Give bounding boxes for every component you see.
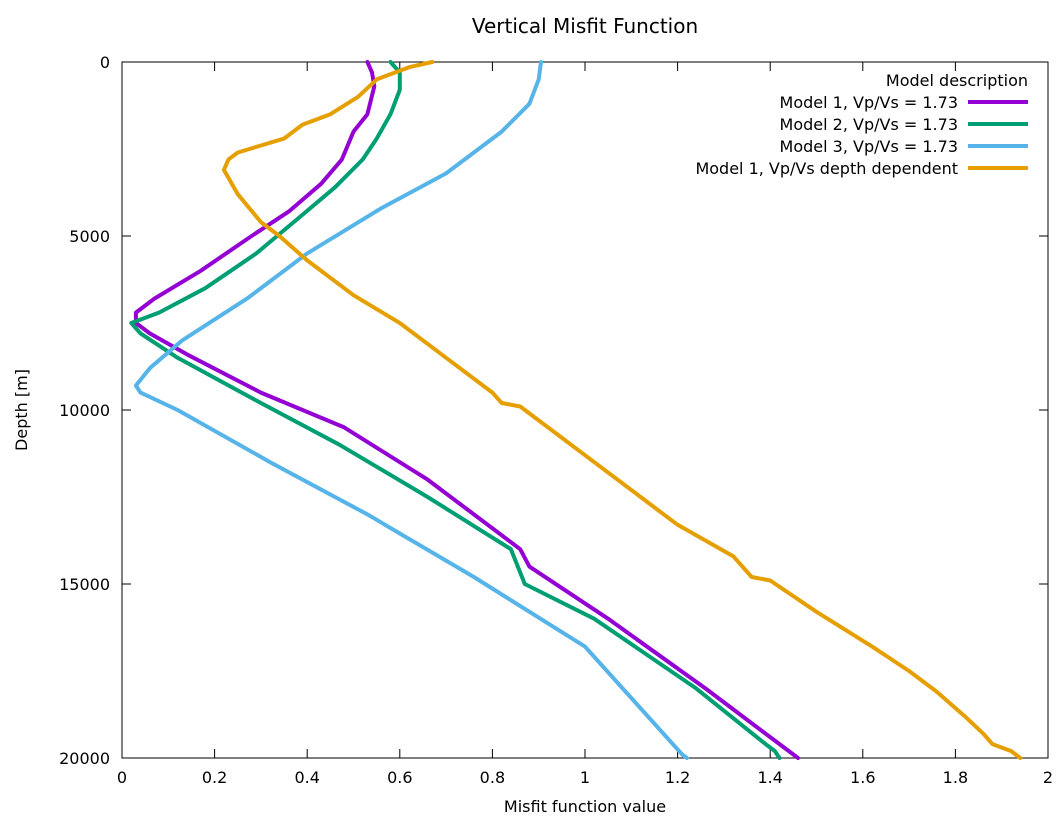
series-lines	[129, 60, 1023, 760]
y-tick-label: 10000	[59, 401, 110, 420]
legend-label-1: Model 1, Vp/Vs = 1.73	[780, 93, 958, 112]
x-tick-label: 0.4	[294, 768, 319, 787]
y-axis-ticks: 0 5000 10000 15000 20000	[59, 53, 1048, 768]
legend-label-3: Model 3, Vp/Vs = 1.73	[780, 137, 958, 156]
y-tick-label: 20000	[59, 749, 110, 768]
x-tick-label: 0.8	[480, 768, 505, 787]
chart-title: Vertical Misfit Function	[472, 14, 698, 38]
x-axis-ticks: 0 0.2 0.4 0.6 0.8 1 1.2 1.4 1.6 1.8 2	[117, 62, 1053, 787]
x-tick-label: 0	[117, 768, 127, 787]
x-axis-label: Misfit function value	[504, 797, 666, 816]
x-tick-label: 2	[1043, 768, 1053, 787]
series-line-2	[129, 60, 782, 760]
y-axis-label: Depth [m]	[12, 369, 31, 451]
y-tick-label: 5000	[69, 227, 110, 246]
x-tick-label: 1.2	[665, 768, 690, 787]
legend-label-4: Model 1, Vp/Vs depth dependent	[695, 159, 958, 178]
x-tick-label: 1.8	[943, 768, 968, 787]
legend-title: Model description	[886, 71, 1028, 90]
legend-label-2: Model 2, Vp/Vs = 1.73	[780, 115, 958, 134]
series-line-3	[133, 60, 689, 760]
x-tick-label: 0.6	[387, 768, 412, 787]
x-tick-label: 1.6	[850, 768, 875, 787]
x-tick-label: 0.2	[202, 768, 227, 787]
x-tick-label: 1	[580, 768, 590, 787]
series-line-4	[221, 60, 1023, 760]
y-tick-label: 15000	[59, 575, 110, 594]
legend: Model description Model 1, Vp/Vs = 1.73 M…	[695, 71, 1028, 178]
y-tick-label: 0	[100, 53, 110, 72]
x-tick-label: 1.4	[757, 768, 782, 787]
